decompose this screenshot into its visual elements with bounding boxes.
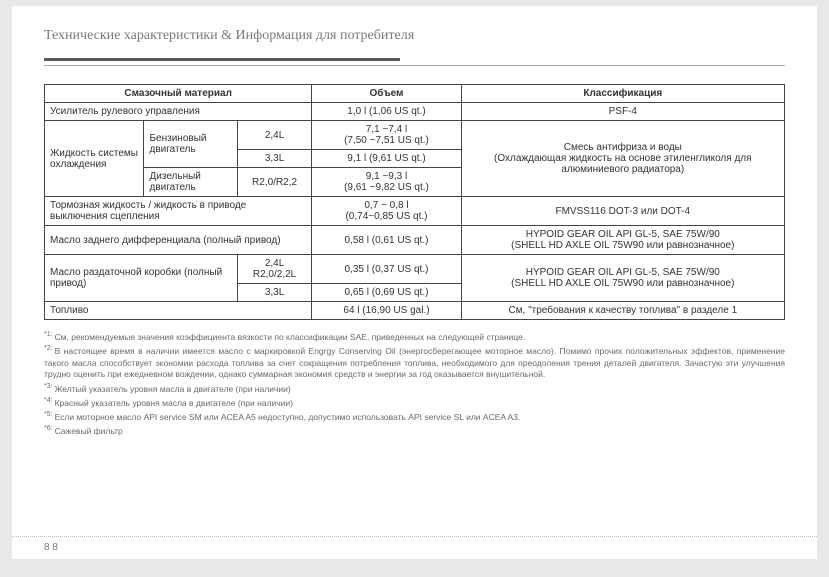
footnote: *3:Желтый указатель уровня масла в двига… [44, 382, 785, 395]
table-row: Топливо 64 l (16,90 US gal.) См, "требов… [45, 302, 785, 320]
cell: 0,65 l (0,69 US qt.) [312, 284, 461, 302]
cell: 9,1 l (9,61 US qt.) [312, 150, 461, 168]
cell: Жидкость системы охлаждения [45, 121, 144, 197]
cell: Бензиновый двигатель [144, 121, 237, 168]
cell: Масло заднего дифференциала (полный прив… [45, 226, 312, 255]
cell: 3,3L [237, 150, 312, 168]
spec-table: Смазочный материал Объем Классификация У… [44, 84, 785, 320]
table-row: Усилитель рулевого управления 1,0 l (1,0… [45, 103, 785, 121]
cell: 9,1 ~9,3 l(9,61 ~9,82 US qt.) [312, 168, 461, 197]
page-title: Технические характеристики & Информация … [44, 28, 785, 44]
col-material: Смазочный материал [45, 85, 312, 103]
cell: 2,4LR2,0/2,2L [237, 255, 312, 284]
cell: Смесь антифриза и воды(Охлаждающая жидко… [461, 121, 784, 197]
cell: 0,58 l (0,61 US qt.) [312, 226, 461, 255]
cell: Усилитель рулевого управления [45, 103, 312, 121]
header-rule [44, 48, 785, 66]
cell: 64 l (16,90 US gal.) [312, 302, 461, 320]
dotted-divider [12, 536, 817, 537]
table-row: Масло раздаточной коробки (полный привод… [45, 255, 785, 284]
cell: См, "требования к качеству топлива" в ра… [461, 302, 784, 320]
cell: Масло раздаточной коробки (полный привод… [45, 255, 238, 302]
footnote: *2:В настоящее время в наличии имеется м… [44, 344, 785, 380]
cell: Тормозная жидкость / жидкость в приводе … [45, 197, 312, 226]
footnote: *4:Красный указатель уровня масла в двиг… [44, 396, 785, 409]
cell: 1,0 l (1,06 US qt.) [312, 103, 461, 121]
cell: 3,3L [237, 284, 312, 302]
cell: Топливо [45, 302, 312, 320]
col-volume: Объем [312, 85, 461, 103]
cell: 2,4L [237, 121, 312, 150]
cell: HYPOID GEAR OIL API GL-5, SAE 75W/90(SHE… [461, 226, 784, 255]
footnote: *5:Если моторное масло API service SM ил… [44, 410, 785, 423]
cell: R2,0/R2,2 [237, 168, 312, 197]
cell: HYPOID GEAR OIL API GL-5, SAE 75W/90(SHE… [461, 255, 784, 302]
footnotes: *1:См, рекомендуемые значения коэффициен… [44, 330, 785, 438]
content-area: Смазочный материал Объем Классификация У… [44, 84, 785, 438]
cell: Дизельный двигатель [144, 168, 237, 197]
table-row: Масло заднего дифференциала (полный прив… [45, 226, 785, 255]
cell: 0,7 ~ 0,8 l(0,74~0,85 US qt.) [312, 197, 461, 226]
footnote: *6:Сажевый фильтр [44, 424, 785, 437]
table-header-row: Смазочный материал Объем Классификация [45, 85, 785, 103]
page-number: 8 8 [44, 542, 58, 553]
cell: 0,35 l (0,37 US qt.) [312, 255, 461, 284]
col-classification: Классификация [461, 85, 784, 103]
page: Технические характеристики & Информация … [12, 6, 817, 559]
table-row: Тормозная жидкость / жидкость в приводе … [45, 197, 785, 226]
cell: 7,1 ~7,4 l(7,50 ~7,51 US qt.) [312, 121, 461, 150]
cell: PSF-4 [461, 103, 784, 121]
footnote: *1:См, рекомендуемые значения коэффициен… [44, 330, 785, 343]
table-row: Жидкость системы охлаждения Бензиновый д… [45, 121, 785, 150]
cell: FMVSS116 DOT-3 или DOT-4 [461, 197, 784, 226]
